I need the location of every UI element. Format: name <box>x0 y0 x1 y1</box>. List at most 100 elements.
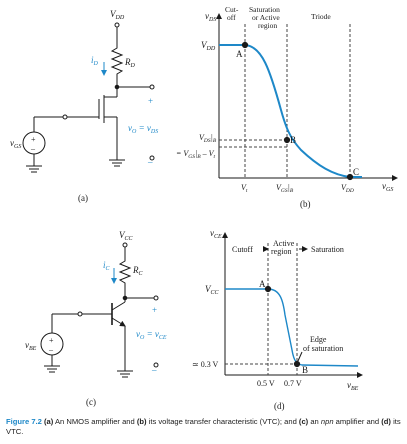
figure-caption: Figure 7.2 (a) An NMOS amplifier and (b)… <box>6 417 402 436</box>
caption-part-b: (b) <box>136 417 147 426</box>
edge-label-2: of saturation <box>303 344 343 353</box>
vo-label: vO = vDS <box>128 123 158 135</box>
panel-d-labels: vCE vBE Cutoff Active region Saturation … <box>192 228 359 411</box>
vcc-terminal-icon <box>122 242 128 248</box>
base-terminal-icon <box>77 311 83 317</box>
d-y-axis-label: vCE <box>210 228 222 240</box>
caption-text-1: An NMOS amplifier and <box>53 417 137 426</box>
b-x-vgsb: VGS|B <box>276 183 294 194</box>
c-output-plus-sign: + <box>152 305 157 315</box>
panel-c-sublabel: (c) <box>86 397 96 407</box>
b-point-b-label: B <box>290 135 296 145</box>
b-point-c-label: C <box>353 167 359 177</box>
panel-a-labels: VDD RD iD vGS + – + vO = vDS – (a) <box>10 9 158 203</box>
ground-icon <box>44 365 60 373</box>
d-x-07v: 0.7 V <box>284 379 302 388</box>
panel-b-vtc-chart <box>216 13 398 181</box>
c-vo-label: vO = vCE <box>136 329 167 341</box>
d-point-a-marker <box>264 285 272 293</box>
region-triode-b: Triode <box>311 12 331 21</box>
b-y-vdd: VDD <box>201 40 216 52</box>
vdd-terminal-icon <box>114 22 120 28</box>
b-x-vdd: VDD <box>341 183 354 194</box>
d-point-a-label: A <box>259 279 266 289</box>
c-source-minus-sign: – <box>48 345 54 354</box>
ic-label: iC <box>103 260 111 272</box>
ground-icon <box>109 159 125 167</box>
panel-b-sublabel: (b) <box>300 199 311 209</box>
c-output-minus-sign: – <box>151 365 157 375</box>
guide-lines <box>219 24 351 178</box>
caption-text-2: its voltage transfer characteristic (VTC… <box>146 417 299 426</box>
point-b-marker <box>283 136 291 144</box>
panel-c-labels: VCC RC iC vBE + – + vO = vCE – (c) <box>25 230 167 407</box>
caption-npn: npn <box>320 417 334 426</box>
caption-part-a: (a) <box>44 417 54 426</box>
b-y-vdsb: VDS|B <box>199 133 217 144</box>
region-cutoff-b1: Cut- <box>225 5 239 14</box>
npn-emitter-arrow-icon <box>111 317 126 327</box>
b-x-vt: Vt <box>241 183 248 194</box>
output-plus-terminal-icon <box>149 84 155 90</box>
figure-7-2: VDD RD iD vGS + – + vO = vDS – (a) vDS v… <box>10 5 398 411</box>
panel-a-nmos-amplifier <box>22 22 155 173</box>
d-x-axis-label: vBE <box>347 380 359 392</box>
d-x-05v: 0.5 V <box>257 379 275 388</box>
vgs-label: vGS <box>10 138 21 150</box>
vcc-label: VCC <box>119 230 134 242</box>
ground-icon <box>117 370 133 378</box>
resistor-rd-icon <box>110 45 124 77</box>
d-y-vcc: VCC <box>205 284 220 296</box>
b-x-axis-label: vGS <box>382 181 393 193</box>
region-sat-b3: region <box>258 21 277 30</box>
caption-label: Figure 7.2 <box>6 417 42 426</box>
c-output-minus-terminal-icon <box>153 362 159 368</box>
d-region-cutoff: Cutoff <box>232 245 253 254</box>
d-guide-lines <box>225 243 298 375</box>
source-minus-sign: – <box>30 144 36 153</box>
b-y-axis-label: vDS <box>205 11 216 23</box>
c-source-plus-sign: + <box>49 336 54 345</box>
d-vtc-curve <box>225 288 359 367</box>
b-y-eq: = VGS|B – Vt <box>176 149 216 160</box>
vtc-curve <box>219 44 362 178</box>
output-plus-sign: + <box>148 96 153 106</box>
panel-d-vtc-chart <box>222 232 363 378</box>
rd-label: RD <box>124 57 136 69</box>
rc-label: RC <box>132 265 144 277</box>
panel-b-labels: vDS vGS Cut- off Saturation or Active re… <box>176 5 393 209</box>
caption-part-c: (c) <box>298 417 309 426</box>
point-c-marker <box>346 173 354 181</box>
d-point-b-label: B <box>302 365 308 375</box>
npn-collector-lead-icon <box>111 301 126 311</box>
output-minus-terminal-icon <box>149 155 155 161</box>
id-label: iD <box>91 55 99 67</box>
region-sat-b1: Saturation <box>249 5 280 14</box>
d-region-sat: Saturation <box>311 245 344 254</box>
region-sat-b2: or Active <box>252 13 280 22</box>
gate-terminal-icon <box>62 114 68 120</box>
ground-icon <box>26 165 42 173</box>
source-plus-sign: + <box>31 135 36 144</box>
caption-text-3: an <box>308 417 321 426</box>
d-y-03v: ≃ 0.3 V <box>192 360 219 369</box>
b-point-a-label: A <box>236 49 243 59</box>
resistor-rc-icon <box>118 258 132 286</box>
panel-d-sublabel: (d) <box>274 401 285 411</box>
d-region-active-2: region <box>271 247 291 256</box>
output-minus-sign: – <box>147 157 153 167</box>
panel-c-npn-amplifier <box>40 242 159 378</box>
caption-part-d: (d) <box>381 417 391 426</box>
vbe-label: vBE <box>25 340 37 352</box>
point-a-marker <box>241 41 249 49</box>
caption-text-4: amplifier and <box>333 417 382 426</box>
panel-a-sublabel: (a) <box>78 193 88 203</box>
edge-label-1: Edge <box>310 335 327 344</box>
d-region-active-1: Active <box>273 239 295 248</box>
vdd-label: VDD <box>110 9 125 21</box>
edge-pointer-icon <box>297 351 303 362</box>
region-cutoff-b2: off <box>227 13 236 22</box>
caption-text-5: its VTC. <box>6 417 401 436</box>
c-output-plus-terminal-icon <box>153 295 159 301</box>
d-point-b-marker <box>293 360 301 368</box>
